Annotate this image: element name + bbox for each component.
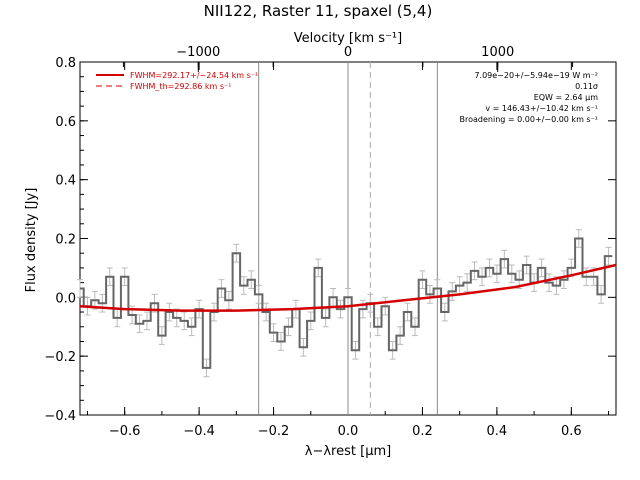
legend-label-fwhm: FWHM=292.17+/−24.54 km s⁻¹ [130,71,258,80]
y-tick-label: 0.8 [55,56,76,71]
annotation-velocity: v = 146.43+/−10.42 km s⁻¹ [485,104,598,113]
x-tick-label: 0.4 [487,424,508,439]
y-axis-label: Flux density [Jy] [24,188,39,293]
annotation-sigma: 0.11σ [575,82,598,91]
y-tick-label: 0.4 [55,174,76,189]
x-tick-label: −0.6 [109,424,141,439]
vertical-markers [258,62,438,415]
spectrum-line [80,237,613,369]
top-axis-label: Velocity [km s⁻¹] [294,31,402,46]
annotation-flux: 7.09e−20+/−5.94e−19 W m⁻² [474,71,598,80]
annotation-broadening: Broadening = 0.00+/−0.00 km s⁻¹ [460,115,598,124]
y-tick-label: 0.6 [55,115,76,130]
annotation-eqw: EQW = 2.64 μm [534,93,598,102]
top-tick-label: 1000 [481,45,514,60]
legend: FWHM=292.17+/−24.54 km s⁻¹ FWHM_th=292.8… [96,71,258,91]
top-tick-label: 0 [344,45,352,60]
fit-curve [79,263,617,312]
x-tick-label: 0.6 [561,424,582,439]
x-tick-label: 0.0 [338,424,359,439]
top-ticks: −1000 0 1000 [122,45,574,72]
x-tick-label: −0.2 [258,424,290,439]
y-tick-label: −0.2 [44,350,76,365]
legend-label-fwhm-th: FWHM_th=292.86 km s⁻¹ [130,82,231,91]
y-tick-label: 0.2 [55,233,76,248]
y-ticks: −0.4 −0.2 0.0 0.2 0.4 0.6 0.8 [44,56,616,424]
x-tick-label: 0.2 [412,424,433,439]
y-tick-label: −0.4 [44,409,76,424]
x-axis-label: λ−λrest [μm] [305,444,391,459]
chart-title: NII122, Raster 11, spaxel (5,4) [204,2,433,20]
y-tick-label: 0.0 [55,291,76,306]
annotation-block: 7.09e−20+/−5.94e−19 W m⁻² 0.11σ EQW = 2.… [460,71,599,124]
x-tick-label: −0.4 [183,424,215,439]
top-tick-label: −1000 [176,45,220,60]
